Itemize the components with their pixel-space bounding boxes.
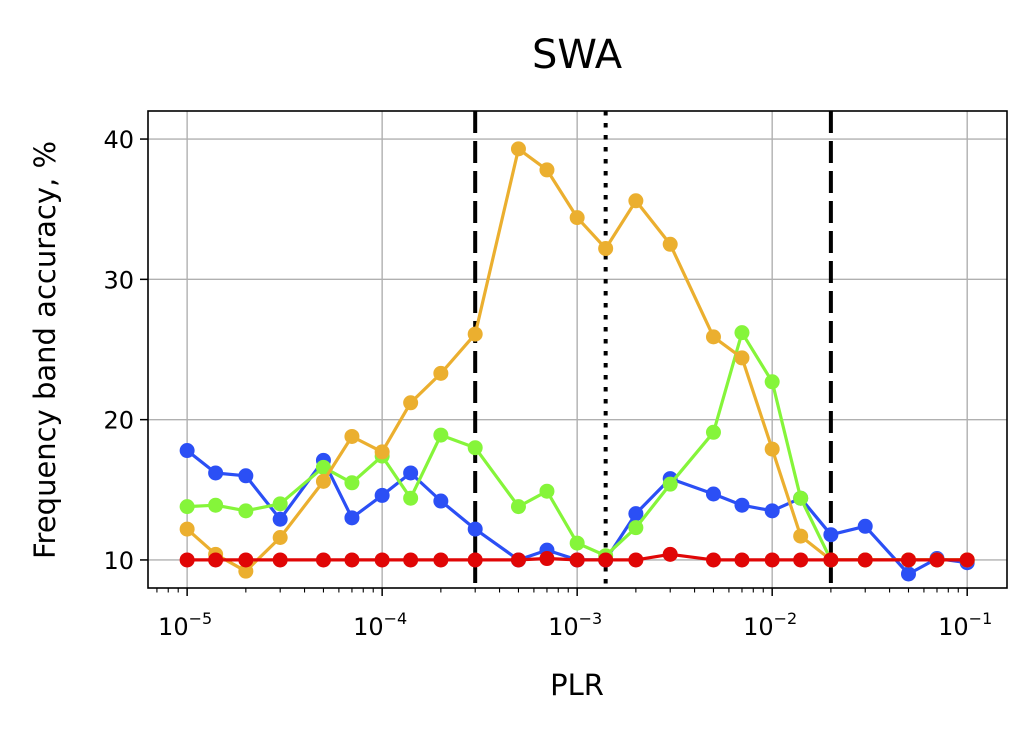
data-point — [467, 521, 483, 537]
data-point — [179, 443, 195, 459]
data-point — [823, 527, 839, 543]
data-point — [208, 552, 224, 568]
data-point — [403, 465, 419, 481]
data-point — [900, 552, 916, 568]
y-tick-label: 20 — [103, 407, 134, 435]
y-tick-label: 10 — [103, 547, 134, 575]
x-tick-label: 10−2 — [743, 609, 797, 641]
data-point — [734, 497, 750, 513]
x-tick-label: 10−4 — [353, 609, 407, 641]
data-point — [764, 552, 780, 568]
data-point — [705, 552, 721, 568]
data-point — [344, 552, 360, 568]
data-point — [208, 465, 224, 481]
data-point — [598, 240, 614, 256]
data-point — [238, 563, 254, 579]
data-point — [344, 475, 360, 491]
data-point — [403, 552, 419, 568]
data-point — [238, 468, 254, 484]
data-point — [179, 499, 195, 515]
data-point — [929, 552, 945, 568]
data-point — [238, 503, 254, 519]
y-axis-label: Frequency band accuracy, % — [28, 141, 62, 559]
data-point — [433, 427, 449, 443]
data-point — [467, 440, 483, 456]
data-point — [793, 490, 809, 506]
data-point — [374, 552, 390, 568]
data-point — [179, 552, 195, 568]
data-point — [662, 546, 678, 562]
data-point — [628, 506, 644, 522]
data-point — [764, 441, 780, 457]
data-point — [857, 518, 873, 534]
data-point — [272, 511, 288, 527]
data-point — [510, 141, 526, 157]
data-point — [467, 552, 483, 568]
data-point — [823, 552, 839, 568]
data-point — [628, 520, 644, 536]
data-point — [900, 566, 916, 582]
data-point — [662, 236, 678, 252]
data-point — [344, 428, 360, 444]
data-point — [433, 493, 449, 509]
data-point — [628, 552, 644, 568]
x-tick-label: 10−1 — [938, 609, 992, 641]
data-point — [628, 193, 644, 209]
y-axis: 10 20 30 40 — [103, 126, 148, 575]
x-tick-label: 10−5 — [158, 609, 212, 641]
data-point — [510, 499, 526, 515]
data-point — [959, 552, 975, 568]
y-tick-label: 30 — [103, 266, 134, 294]
data-point — [569, 552, 585, 568]
data-point — [433, 552, 449, 568]
data-point — [857, 552, 873, 568]
series-group — [179, 141, 975, 582]
data-point — [510, 552, 526, 568]
data-point — [374, 444, 390, 460]
data-point — [793, 528, 809, 544]
data-point — [598, 552, 614, 568]
data-point — [315, 552, 331, 568]
data-point — [374, 487, 390, 503]
data-point — [569, 535, 585, 551]
data-point — [793, 552, 809, 568]
data-point — [272, 552, 288, 568]
data-point — [208, 497, 224, 513]
x-axis: 10−5 10−4 10−3 10−2 10−1 — [156, 588, 992, 641]
data-point — [315, 473, 331, 489]
data-point — [238, 552, 254, 568]
x-axis-label: PLR — [550, 668, 604, 702]
data-point — [179, 521, 195, 537]
series-3 — [179, 546, 975, 568]
data-point — [705, 424, 721, 440]
data-point — [734, 552, 750, 568]
data-point — [662, 476, 678, 492]
data-point — [272, 496, 288, 512]
data-point — [403, 490, 419, 506]
data-point — [539, 551, 555, 567]
data-point — [315, 459, 331, 475]
data-point — [705, 329, 721, 345]
data-point — [764, 503, 780, 519]
data-point — [467, 326, 483, 342]
x-tick-label: 10−3 — [548, 609, 602, 641]
data-point — [403, 395, 419, 411]
data-point — [272, 529, 288, 545]
data-point — [764, 374, 780, 390]
data-point — [539, 162, 555, 178]
data-point — [705, 486, 721, 502]
data-point — [734, 325, 750, 341]
chart-title: SWA — [532, 32, 623, 78]
y-tick-label: 40 — [103, 126, 134, 154]
data-point — [433, 365, 449, 381]
data-point — [569, 210, 585, 226]
data-point — [734, 350, 750, 366]
reference-lines — [473, 111, 833, 588]
data-point — [344, 510, 360, 526]
data-point — [539, 483, 555, 499]
